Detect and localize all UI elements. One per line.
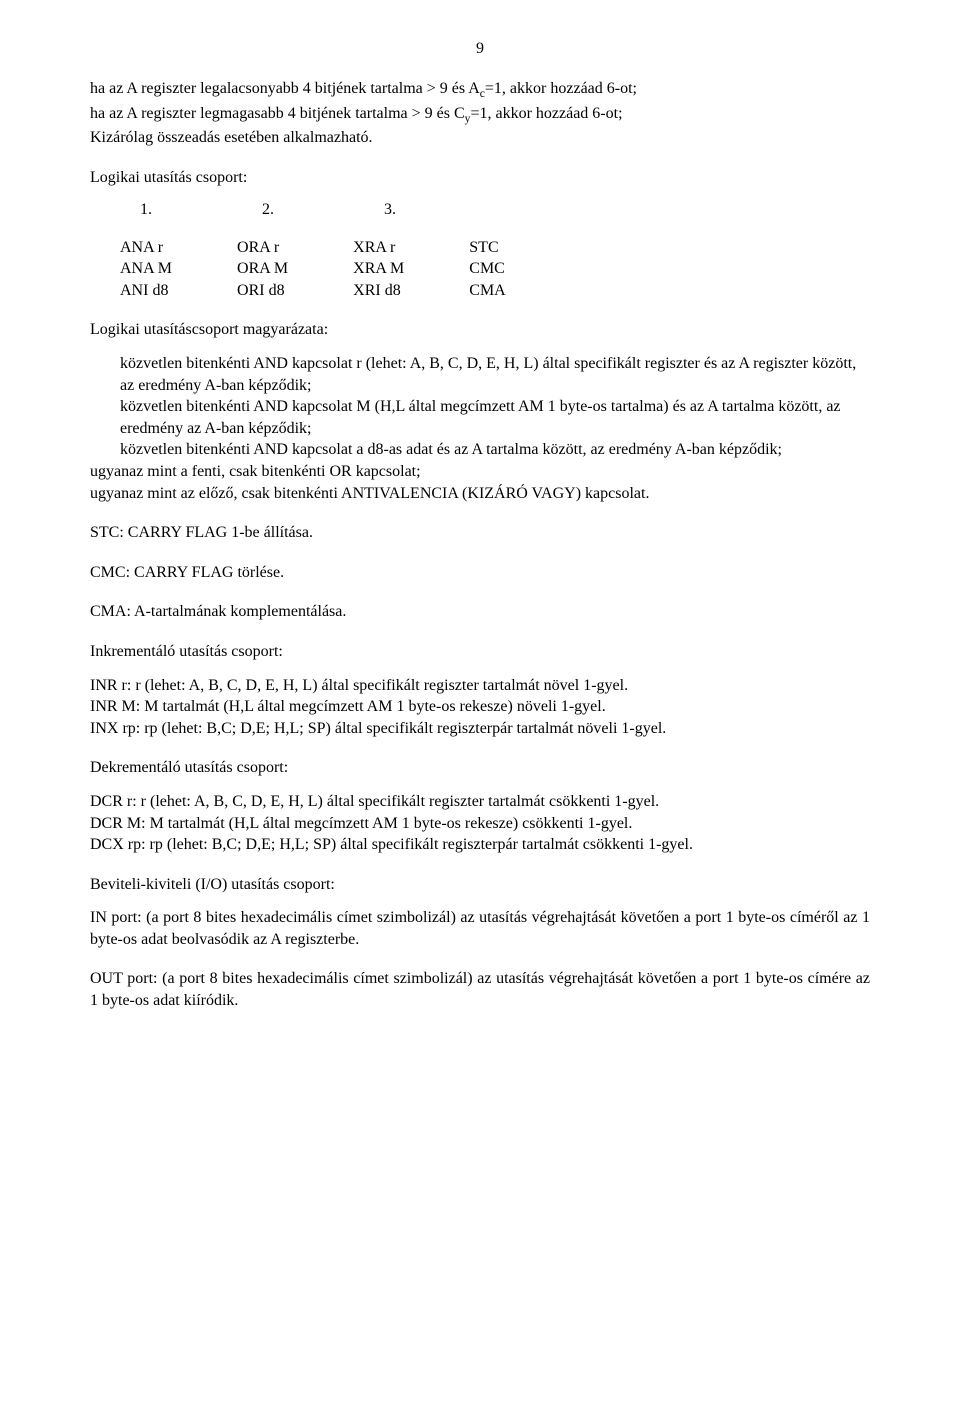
number-row: 1. 2. 3. xyxy=(90,201,870,219)
explain-5: ugyanaz mint az előző, csak bitenkénti A… xyxy=(90,483,870,505)
table-cell: CMA xyxy=(469,280,570,302)
document-page: 9 ha az A regiszter legalacsonyabb 4 bit… xyxy=(0,0,960,1070)
table-cell: ANI d8 xyxy=(120,280,237,302)
inc-heading: Inkrementáló utasítás csoport: xyxy=(90,641,870,663)
table-cell: CMC xyxy=(469,258,570,280)
explain-3: közvetlen bitenkénti AND kapcsolat a d8-… xyxy=(120,439,870,461)
instruction-table: ANA r ORA r XRA r STC ANA M ORA M XRA M … xyxy=(120,237,571,302)
cma-line: CMA: A-tartalmának komplementálása. xyxy=(90,601,870,623)
dcx-rp: DCX rp: rp (lehet: B,C; D,E; H,L; SP) ál… xyxy=(90,834,870,856)
logic-heading: Logikai utasítás csoport: xyxy=(90,167,870,189)
table-cell: XRA M xyxy=(353,258,469,280)
inr-r: INR r: r (lehet: A, B, C, D, E, H, L) ál… xyxy=(90,675,870,697)
intro-text-2b: =1, akkor hozzáad 6-ot; xyxy=(470,105,622,122)
io-heading: Beviteli-kiviteli (I/O) utasítás csoport… xyxy=(90,874,870,896)
in-port: IN port: (a port 8 bites hexadecimális c… xyxy=(90,907,870,950)
dcr-r: DCR r: r (lehet: A, B, C, D, E, H, L) ál… xyxy=(90,791,870,813)
intro-text-1b: =1, akkor hozzáad 6-ot; xyxy=(485,80,637,97)
explain-4: ugyanaz mint a fenti, csak bitenkénti OR… xyxy=(90,461,870,483)
table-row: ANA M ORA M XRA M CMC xyxy=(120,258,571,280)
stc-line: STC: CARRY FLAG 1-be állítása. xyxy=(90,522,870,544)
table-cell: ANA r xyxy=(120,237,237,259)
number-1: 1. xyxy=(140,201,152,219)
intro-text-1a: ha az A regiszter legalacsonyabb 4 bitjé… xyxy=(90,80,480,97)
inx-rp: INX rp: rp (lehet: B,C; D,E; H,L; SP) ál… xyxy=(90,718,870,740)
dcr-m: DCR M: M tartalmát (H,L által megcímzett… xyxy=(90,813,870,835)
table-cell: XRI d8 xyxy=(353,280,469,302)
cmc-line: CMC: CARRY FLAG törlése. xyxy=(90,562,870,584)
logic-explain-heading: Logikai utasításcsoport magyarázata: xyxy=(90,319,870,341)
out-port: OUT port: (a port 8 bites hexadecimális … xyxy=(90,968,870,1011)
intro-line-1: ha az A regiszter legalacsonyabb 4 bitjé… xyxy=(90,78,870,103)
explain-2: közvetlen bitenkénti AND kapcsolat M (H,… xyxy=(120,396,870,439)
page-number: 9 xyxy=(90,40,870,58)
intro-line-2: ha az A regiszter legmagasabb 4 bitjének… xyxy=(90,103,870,128)
inr-m: INR M: M tartalmát (H,L által megcímzett… xyxy=(90,696,870,718)
intro-text-2a: ha az A regiszter legmagasabb 4 bitjének… xyxy=(90,105,465,122)
table-cell: ANA M xyxy=(120,258,237,280)
number-2: 2. xyxy=(262,201,274,219)
number-3: 3. xyxy=(384,201,396,219)
dec-heading: Dekrementáló utasítás csoport: xyxy=(90,757,870,779)
table-cell: ORA M xyxy=(237,258,353,280)
table-cell: ORI d8 xyxy=(237,280,353,302)
table-cell: ORA r xyxy=(237,237,353,259)
table-row: ANA r ORA r XRA r STC xyxy=(120,237,571,259)
table-cell: STC xyxy=(469,237,570,259)
table-cell: XRA r xyxy=(353,237,469,259)
intro-line-3: Kizárólag összeadás esetében alkalmazhat… xyxy=(90,127,870,149)
explain-1: közvetlen bitenkénti AND kapcsolat r (le… xyxy=(120,353,870,396)
table-row: ANI d8 ORI d8 XRI d8 CMA xyxy=(120,280,571,302)
